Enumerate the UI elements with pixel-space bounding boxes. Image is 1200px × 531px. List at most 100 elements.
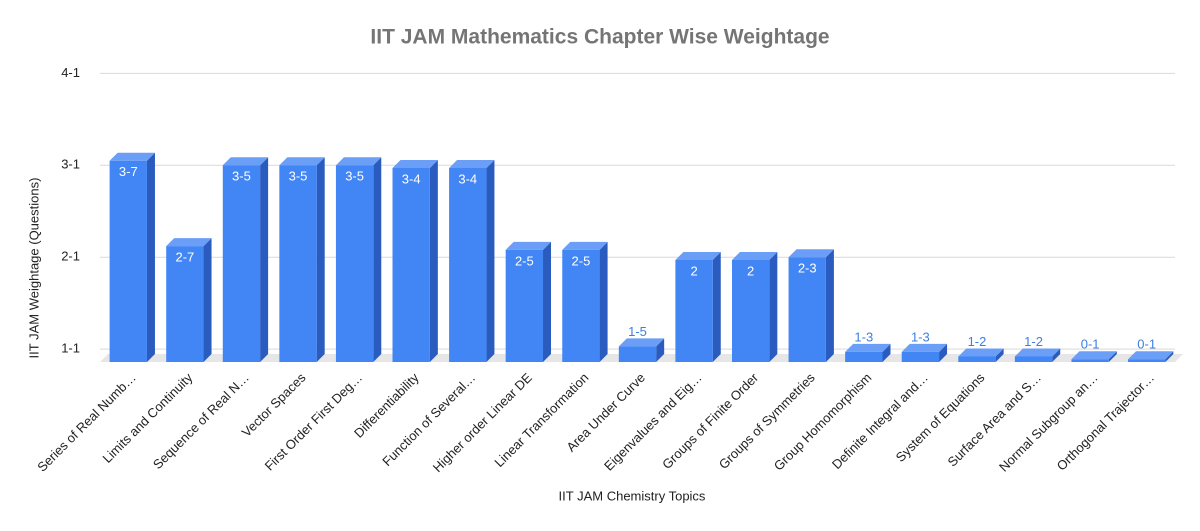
bar-face — [166, 238, 212, 247]
value-label: 3-5 — [232, 169, 251, 184]
value-label: 1-2 — [968, 334, 987, 349]
bar-face — [599, 241, 608, 362]
x-tick-label: Definite Integral and… — [829, 370, 931, 472]
bar-face — [1128, 359, 1166, 362]
x-tick-label: Higher order Linear DE — [430, 370, 535, 475]
bar-face — [279, 165, 317, 362]
bar — [279, 157, 325, 362]
bar — [222, 157, 269, 362]
bar-face — [995, 348, 1004, 362]
chart-title: IIT JAM Mathematics Chapter Wise Weighta… — [370, 26, 829, 49]
value-label: 2-5 — [572, 253, 591, 268]
bar-face — [260, 157, 269, 362]
bar-face — [845, 343, 891, 352]
bar-face — [675, 251, 721, 260]
value-label: 3-7 — [119, 164, 138, 179]
bar-face — [449, 168, 487, 362]
bar-face — [618, 346, 657, 362]
bar — [449, 160, 495, 362]
bar-face — [788, 257, 826, 362]
y-axis-title: IIT JAM Weightage (Questions) — [26, 178, 41, 359]
bar-face — [712, 251, 721, 362]
bar — [675, 251, 721, 362]
x-tick-label: Sequence of Real N… — [150, 370, 252, 472]
x-tick-label: Groups of Finite Order — [659, 369, 762, 472]
bar-face — [958, 348, 1004, 357]
value-label: 3-5 — [345, 169, 364, 184]
bar-face — [335, 157, 382, 166]
bar — [1014, 348, 1061, 362]
bar-face — [1128, 351, 1174, 360]
bar — [618, 338, 665, 362]
x-tick-label: Orthogonal Trajector… — [1054, 370, 1158, 474]
value-label: 2 — [747, 263, 754, 278]
bar — [1071, 351, 1117, 362]
y-tick-label: 2-1 — [61, 249, 80, 264]
value-label: 3-4 — [402, 171, 421, 186]
value-label: 2-3 — [798, 261, 817, 276]
x-tick-label: Linear Transformation — [491, 370, 591, 470]
value-label: 1-3 — [854, 329, 873, 344]
x-tick-label: Function of Several… — [379, 370, 478, 469]
bar-face — [731, 259, 770, 362]
value-label: 3-5 — [289, 169, 308, 184]
x-tick-label: Series of Real Numb… — [34, 370, 139, 475]
bar — [901, 343, 948, 362]
x-tick-label: First Order First Deg… — [262, 370, 366, 474]
bar — [392, 160, 438, 362]
y-tick-label: 1-1 — [61, 341, 80, 356]
bar-face — [562, 241, 608, 250]
bar — [505, 241, 552, 362]
bar-face — [222, 165, 261, 362]
y-tick-label: 4-1 — [61, 65, 80, 80]
bar-face — [731, 251, 778, 260]
bar-face — [675, 259, 713, 362]
bar-face — [845, 351, 883, 362]
bar — [731, 251, 778, 362]
value-label: 0-1 — [1081, 337, 1100, 352]
bar-face — [939, 343, 948, 362]
bar-face — [901, 351, 940, 362]
bar-face — [901, 343, 948, 352]
value-label: 2-7 — [175, 250, 194, 265]
value-label: 2-5 — [515, 253, 534, 268]
value-label: 3-4 — [458, 171, 477, 186]
x-tick-label: Normal Subgroup an… — [996, 370, 1101, 475]
bar-face — [1071, 359, 1109, 362]
x-tick-label: Surface Area and S… — [945, 370, 1045, 470]
bar-face — [373, 157, 382, 362]
bar-face — [788, 249, 834, 258]
bar-face — [392, 168, 430, 362]
bar — [1128, 351, 1174, 362]
bar-face — [1071, 351, 1117, 360]
bar — [335, 157, 382, 362]
bar-face — [1014, 356, 1053, 362]
bar-face — [486, 160, 495, 362]
bar-face — [166, 246, 204, 362]
bar-face — [825, 249, 834, 362]
bar-face — [505, 249, 544, 362]
bar-face — [1052, 348, 1061, 362]
bar-face — [562, 249, 600, 362]
bar-face — [656, 338, 665, 362]
bar — [166, 238, 212, 362]
bar-face — [769, 251, 778, 362]
bar — [562, 241, 608, 362]
bar — [109, 152, 155, 362]
bar-face — [618, 338, 665, 347]
value-label: 1-2 — [1024, 334, 1043, 349]
bar-face — [146, 152, 155, 362]
bar-face — [449, 160, 495, 169]
bar — [788, 249, 834, 362]
x-tick-label: Eigenvalues and Eig… — [601, 370, 705, 474]
y-tick-label: 3-1 — [61, 157, 80, 172]
bar-face — [109, 152, 155, 161]
bar-face — [279, 157, 325, 166]
bar-face — [882, 343, 891, 362]
value-label: 2 — [690, 263, 697, 278]
x-tick-label: Groups of Symmetries — [716, 370, 818, 472]
bar — [845, 343, 891, 362]
bar-face — [109, 160, 147, 362]
value-label: 0-1 — [1137, 337, 1156, 352]
